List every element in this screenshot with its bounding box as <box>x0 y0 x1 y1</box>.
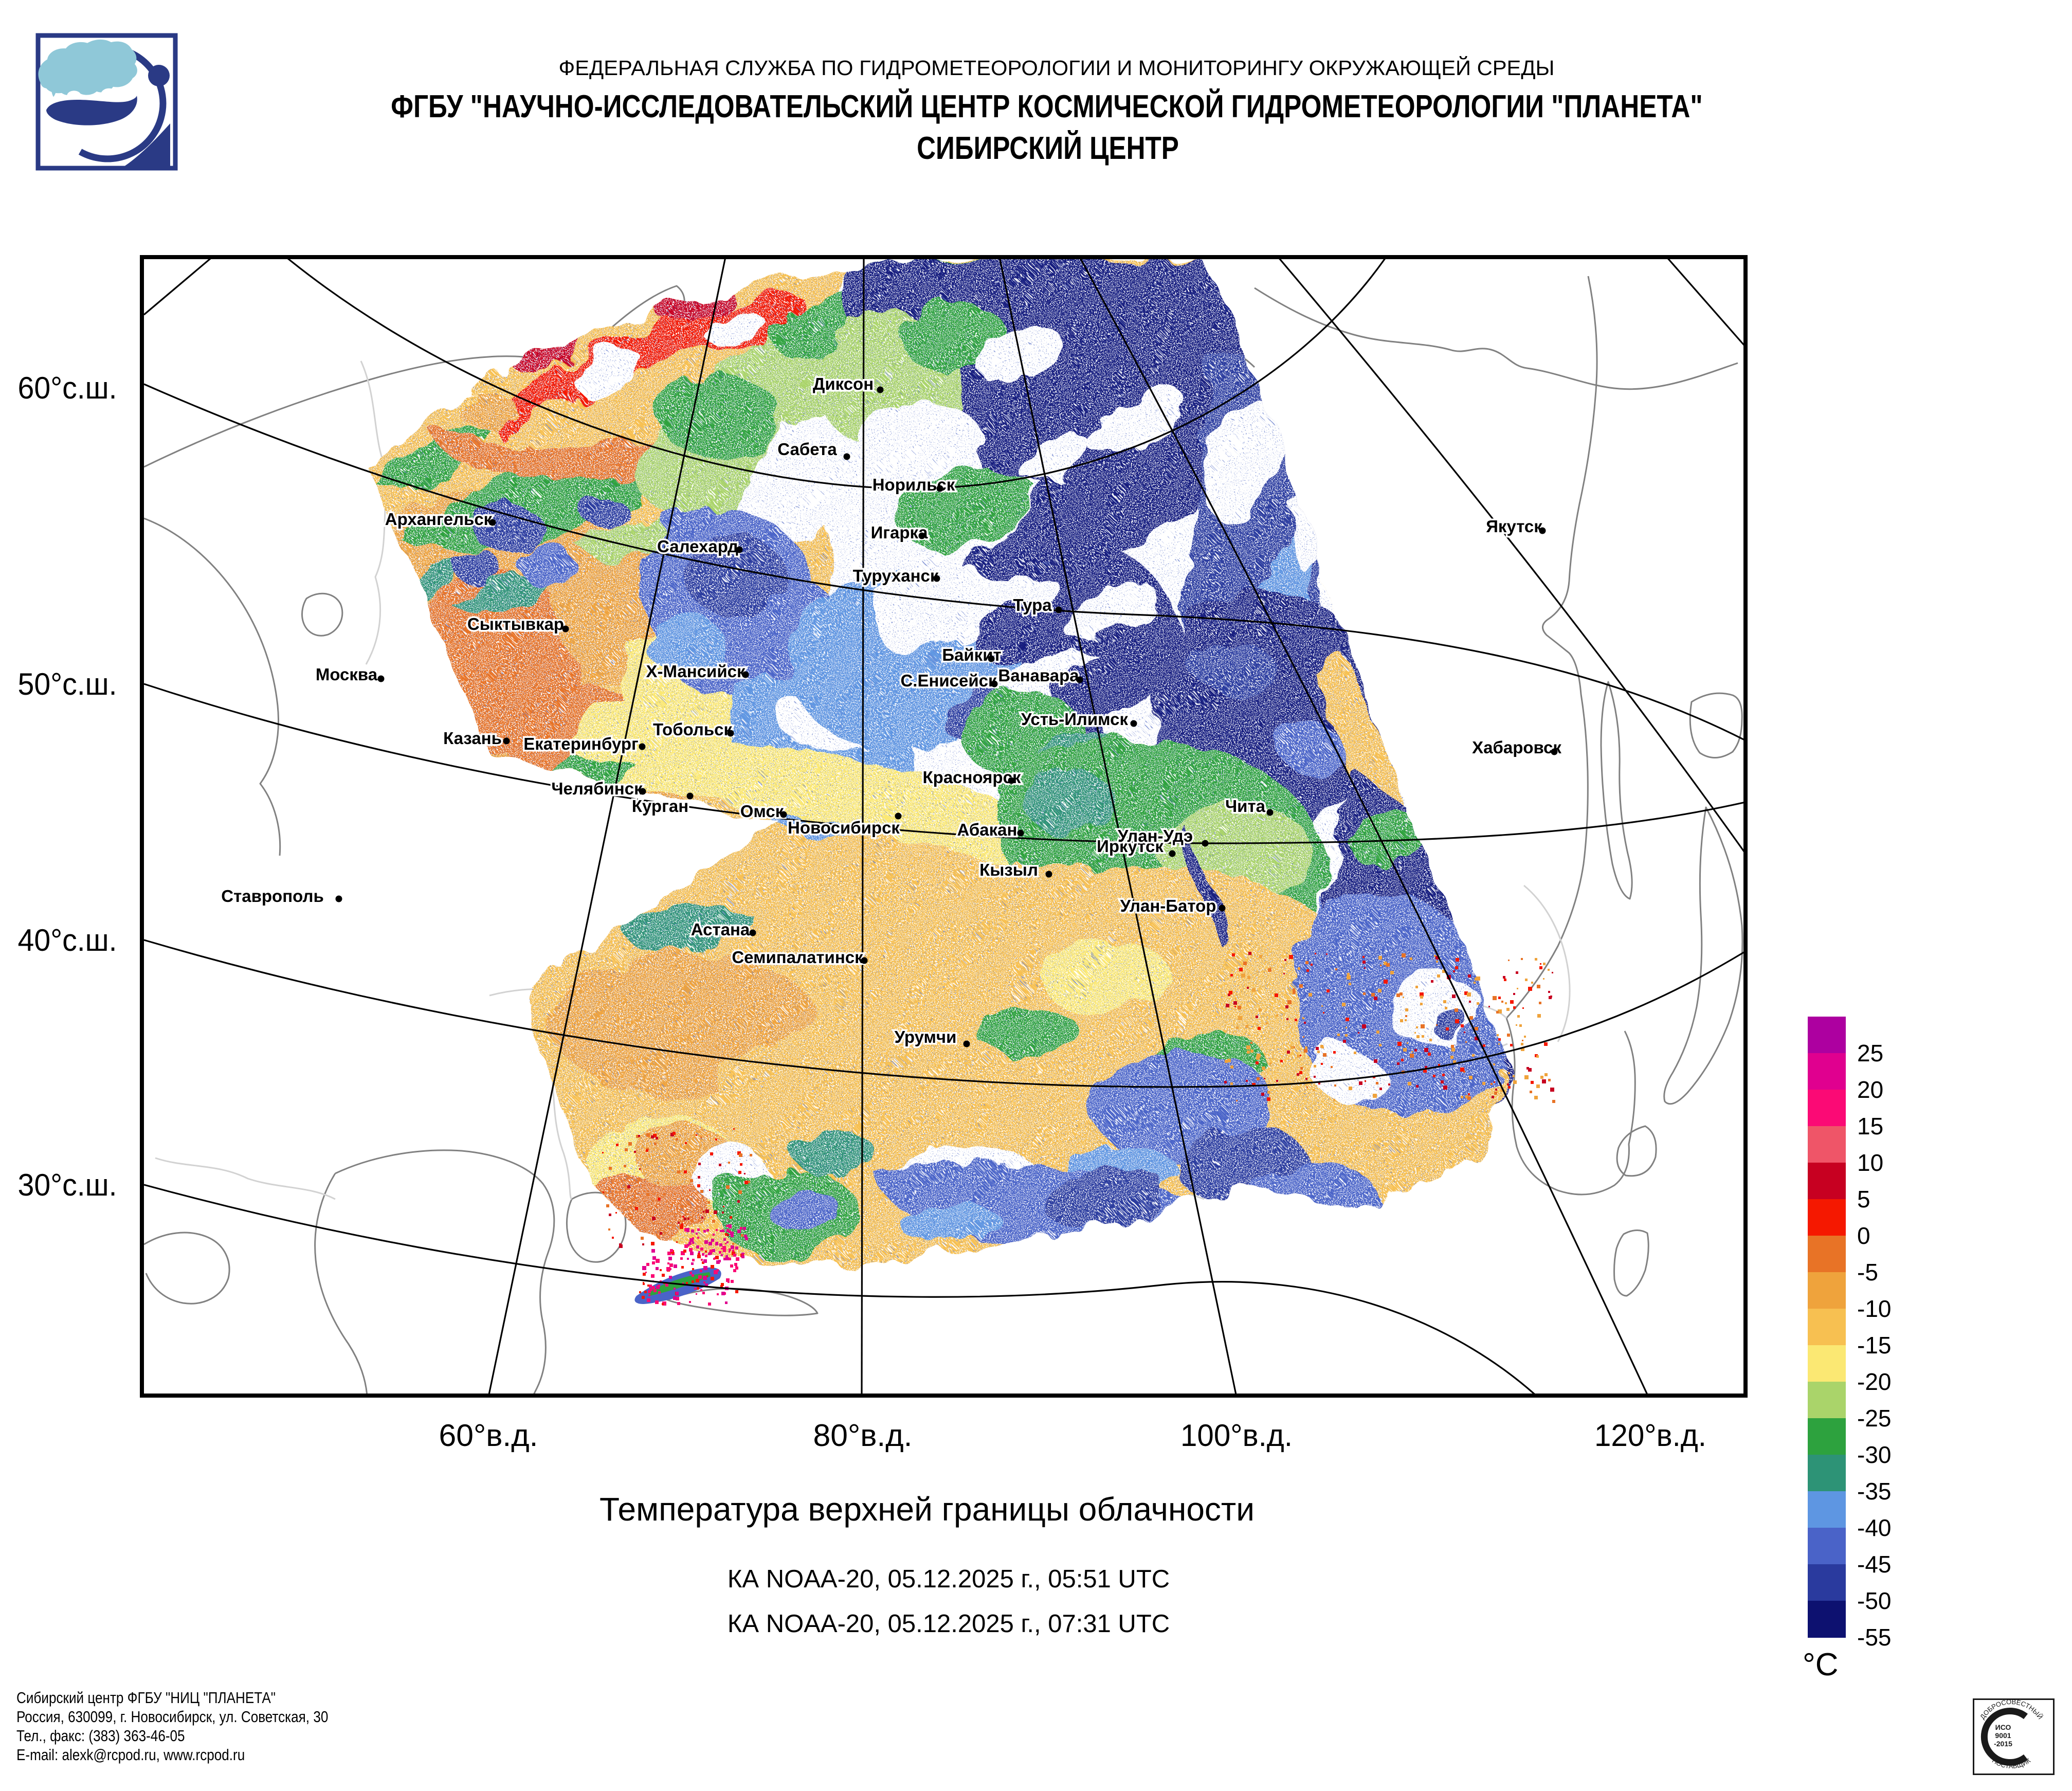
svg-text:Челябинск: Челябинск <box>551 779 643 798</box>
svg-text:-40: -40 <box>1857 1514 1891 1541</box>
svg-text:Салехард: Салехард <box>657 537 738 556</box>
svg-text:Якутск: Якутск <box>1486 517 1542 536</box>
svg-text:Тобольск: Тобольск <box>653 720 733 739</box>
svg-text:Урумчи: Урумчи <box>895 1027 957 1046</box>
svg-text:-15: -15 <box>1857 1332 1891 1359</box>
svg-text:Омск: Омск <box>740 802 784 821</box>
svg-text:Красноярск: Красноярск <box>923 768 1021 787</box>
svg-text:5: 5 <box>1857 1186 1870 1213</box>
svg-text:Новосибирск: Новосибирск <box>788 818 900 837</box>
svg-text:0: 0 <box>1857 1222 1870 1249</box>
svg-text:Улан-Удэ: Улан-Удэ <box>1118 826 1193 845</box>
svg-text:60°в.д.: 60°в.д. <box>439 1418 538 1453</box>
svg-text:20: 20 <box>1857 1076 1883 1103</box>
svg-text:Туруханск: Туруханск <box>853 566 939 585</box>
svg-text:9001: 9001 <box>1995 1731 2011 1740</box>
svg-text:60°с.ш.: 60°с.ш. <box>18 371 117 405</box>
svg-text:Астана: Астана <box>691 920 750 939</box>
svg-text:Кызыл: Кызыл <box>979 860 1038 879</box>
svg-text:-45: -45 <box>1857 1551 1891 1578</box>
svg-text:Москва: Москва <box>316 665 378 684</box>
svg-text:Курган: Курган <box>632 797 688 816</box>
svg-text:Казань: Казань <box>443 729 502 748</box>
svg-text:-50: -50 <box>1857 1587 1891 1614</box>
svg-text:°C: °C <box>1803 1647 1839 1683</box>
svg-text:Сыктывкар: Сыктывкар <box>467 614 564 634</box>
svg-text:-2015: -2015 <box>1994 1740 2012 1748</box>
svg-text:Х-Мансийск: Х-Мансийск <box>646 662 746 681</box>
svg-text:Иркутск: Иркутск <box>1097 837 1164 856</box>
svg-text:-30: -30 <box>1857 1441 1891 1468</box>
svg-text:25: 25 <box>1857 1040 1883 1066</box>
svg-text:Чита: Чита <box>1225 797 1266 816</box>
svg-text:Хабаровск: Хабаровск <box>1472 738 1561 757</box>
svg-text:40°с.ш.: 40°с.ш. <box>18 923 117 957</box>
svg-text:Абакан: Абакан <box>957 820 1017 839</box>
svg-text:80°в.д.: 80°в.д. <box>813 1418 913 1453</box>
svg-text:Игарка: Игарка <box>871 523 928 542</box>
svg-text:Ставрополь: Ставрополь <box>221 887 323 906</box>
svg-text:Тура: Тура <box>1013 595 1052 614</box>
svg-text:100°в.д.: 100°в.д. <box>1180 1418 1293 1453</box>
svg-text:Диксон: Диксон <box>813 374 874 393</box>
svg-text:-25: -25 <box>1857 1405 1891 1432</box>
svg-text:ИСО: ИСО <box>1995 1723 2011 1731</box>
svg-text:С.Енисейск: С.Енисейск <box>900 671 997 690</box>
svg-text:Улан-Батор: Улан-Батор <box>1120 896 1216 915</box>
svg-text:10: 10 <box>1857 1149 1883 1176</box>
svg-text:-20: -20 <box>1857 1368 1891 1395</box>
svg-text:50°с.ш.: 50°с.ш. <box>18 667 117 701</box>
svg-text:30°с.ш.: 30°с.ш. <box>18 1168 117 1202</box>
svg-text:Сабета: Сабета <box>777 440 837 459</box>
svg-text:15: 15 <box>1857 1113 1883 1139</box>
svg-text:-10: -10 <box>1857 1295 1891 1322</box>
svg-text:Байкит: Байкит <box>942 645 1001 664</box>
svg-text:Усть-Илимск: Усть-Илимск <box>1021 710 1129 729</box>
svg-text:-35: -35 <box>1857 1478 1891 1505</box>
svg-text:120°в.д.: 120°в.д. <box>1594 1418 1706 1453</box>
svg-text:Екатеринбург: Екатеринбург <box>523 734 639 753</box>
svg-text:Семипалатинск: Семипалатинск <box>732 948 863 967</box>
svg-text:Ванавара: Ванавара <box>998 666 1079 685</box>
svg-text:-55: -55 <box>1857 1624 1891 1651</box>
svg-text:Норильск: Норильск <box>873 475 955 494</box>
svg-text:-5: -5 <box>1857 1259 1878 1286</box>
svg-text:Архангельск: Архангельск <box>385 510 493 529</box>
